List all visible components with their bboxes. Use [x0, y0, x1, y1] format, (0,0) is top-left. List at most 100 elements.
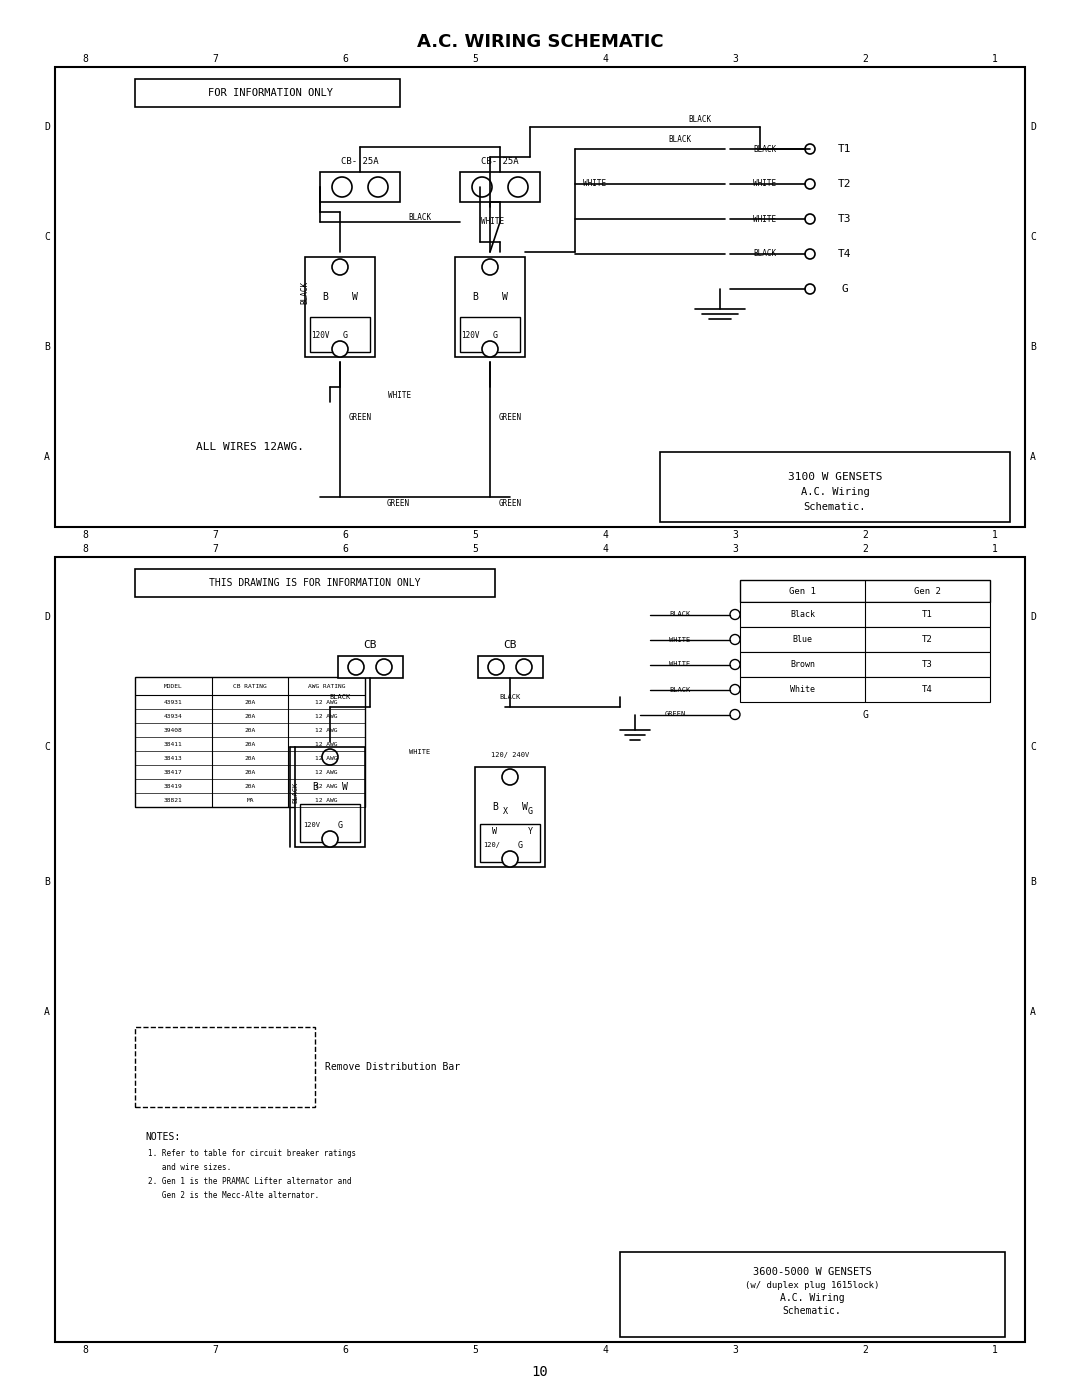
Text: 7: 7: [212, 1345, 218, 1355]
Text: CB: CB: [363, 640, 377, 650]
Circle shape: [730, 710, 740, 719]
Text: W: W: [502, 292, 508, 302]
Text: 5: 5: [472, 529, 478, 541]
Text: A: A: [1030, 1007, 1036, 1017]
Text: AWG RATING: AWG RATING: [308, 683, 346, 689]
Text: 12 AWG: 12 AWG: [315, 798, 338, 802]
Circle shape: [805, 214, 815, 224]
Circle shape: [348, 659, 364, 675]
Text: A: A: [44, 453, 50, 462]
Bar: [310, 317, 370, 352]
Text: WHITE: WHITE: [670, 637, 690, 643]
Text: B: B: [1030, 877, 1036, 887]
Circle shape: [368, 177, 388, 197]
Text: NOTES:: NOTES:: [145, 1132, 180, 1141]
Bar: [740, 652, 990, 678]
Text: Schematic.: Schematic.: [804, 502, 866, 511]
Text: BLACK: BLACK: [499, 694, 521, 700]
Text: A.C. Wiring: A.C. Wiring: [780, 1294, 845, 1303]
Circle shape: [730, 685, 740, 694]
Text: BLACK: BLACK: [754, 250, 777, 258]
Circle shape: [730, 659, 740, 669]
Bar: [660, 453, 1010, 522]
Text: 2. Gen 1 is the PRAMAC Lifter alternator and: 2. Gen 1 is the PRAMAC Lifter alternator…: [148, 1176, 351, 1186]
Text: White: White: [789, 685, 815, 694]
Bar: [135, 569, 495, 597]
Text: Blue: Blue: [793, 636, 812, 644]
Text: 120V: 120V: [303, 821, 321, 828]
Text: BLACK: BLACK: [329, 694, 351, 700]
Text: FOR INFORMATION ONLY: FOR INFORMATION ONLY: [207, 88, 333, 98]
Text: 39408: 39408: [164, 728, 183, 732]
Circle shape: [805, 249, 815, 258]
Circle shape: [322, 749, 338, 766]
Text: B: B: [312, 782, 318, 792]
Text: BLACK: BLACK: [670, 686, 690, 693]
Text: W: W: [522, 802, 528, 812]
Text: 6: 6: [342, 529, 348, 541]
Text: A: A: [1030, 453, 1036, 462]
Text: 20A: 20A: [244, 700, 256, 704]
Circle shape: [322, 831, 338, 847]
Text: C: C: [1030, 232, 1036, 242]
Bar: [460, 172, 540, 203]
Bar: [338, 657, 403, 678]
Text: Gen 1: Gen 1: [789, 587, 815, 595]
Circle shape: [502, 768, 518, 785]
Text: 2: 2: [862, 529, 868, 541]
Bar: [620, 1252, 1005, 1337]
Text: 6: 6: [342, 543, 348, 555]
Circle shape: [482, 341, 498, 358]
Text: W: W: [342, 782, 348, 792]
Bar: [295, 747, 365, 847]
Text: G: G: [337, 820, 342, 830]
Text: 120/: 120/: [484, 842, 500, 848]
Text: 3600-5000 W GENSETS: 3600-5000 W GENSETS: [753, 1267, 872, 1277]
Text: 10: 10: [531, 1365, 549, 1379]
Circle shape: [805, 284, 815, 293]
Text: 43934: 43934: [164, 714, 183, 718]
Bar: [55, 67, 1025, 527]
Text: BLACK: BLACK: [670, 612, 690, 617]
Text: T2: T2: [838, 179, 852, 189]
Text: 20A: 20A: [244, 728, 256, 732]
Text: 4: 4: [602, 1345, 608, 1355]
Text: 20A: 20A: [244, 742, 256, 746]
Text: 12 AWG: 12 AWG: [315, 770, 338, 774]
Text: 1: 1: [993, 529, 998, 541]
Circle shape: [516, 659, 532, 675]
Bar: [740, 602, 990, 627]
Circle shape: [482, 258, 498, 275]
Text: D: D: [1030, 122, 1036, 131]
Text: 3: 3: [732, 529, 738, 541]
Bar: [305, 257, 375, 358]
Text: G: G: [841, 284, 849, 293]
Text: C: C: [44, 232, 50, 242]
Text: Y: Y: [527, 827, 532, 837]
Text: B: B: [1030, 342, 1036, 352]
Text: 38821: 38821: [164, 798, 183, 802]
Bar: [740, 580, 990, 602]
Bar: [478, 657, 543, 678]
Text: D: D: [1030, 612, 1036, 622]
Text: 8: 8: [82, 543, 87, 555]
Text: WHITE: WHITE: [482, 218, 504, 226]
Text: X: X: [502, 807, 508, 816]
Text: WHITE: WHITE: [670, 662, 690, 668]
Bar: [135, 80, 400, 108]
Text: 6: 6: [342, 54, 348, 64]
Circle shape: [805, 144, 815, 154]
Bar: [320, 172, 400, 203]
Text: 12 AWG: 12 AWG: [315, 728, 338, 732]
Text: WHITE: WHITE: [754, 179, 777, 189]
Text: G: G: [862, 710, 868, 719]
Text: 120V: 120V: [311, 331, 329, 339]
Text: WHITE: WHITE: [389, 391, 411, 400]
Text: 12 AWG: 12 AWG: [315, 700, 338, 704]
Text: D: D: [44, 122, 50, 131]
Text: T3: T3: [838, 214, 852, 224]
Text: 5: 5: [472, 543, 478, 555]
Circle shape: [502, 851, 518, 868]
Text: 12 AWG: 12 AWG: [315, 784, 338, 788]
Text: 38411: 38411: [164, 742, 183, 746]
